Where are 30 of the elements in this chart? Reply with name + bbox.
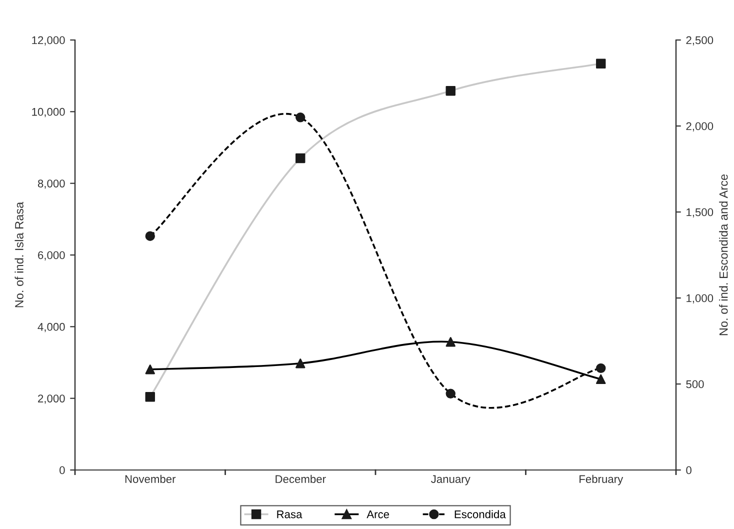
y2-tick-label: 500 bbox=[686, 380, 704, 388]
y-tick-label: 10,000 bbox=[32, 108, 65, 118]
point bbox=[296, 112, 306, 122]
y2-axis-title: No. of ind. Escondida and Arce bbox=[719, 174, 728, 336]
y-axis-title: No. of ind. Isla Rasa bbox=[14, 202, 24, 308]
y-tick-label: 0 bbox=[60, 466, 65, 474]
y2-tick-label: 2,500 bbox=[686, 36, 714, 46]
legend-label: Rasa bbox=[277, 510, 302, 518]
point bbox=[446, 337, 456, 347]
point bbox=[145, 364, 155, 374]
legend-label: Escondida bbox=[454, 510, 506, 518]
x-tick-label: January bbox=[431, 475, 470, 486]
y2-tick-label: 0 bbox=[686, 466, 692, 474]
point bbox=[145, 231, 155, 241]
y2-tick-label: 1,500 bbox=[686, 208, 714, 218]
y-tick-label: 8,000 bbox=[38, 180, 65, 189]
x-tick-label: February bbox=[580, 474, 624, 486]
y2-tick-label: 2,000 bbox=[686, 122, 714, 132]
y-tick-label: 6,000 bbox=[38, 251, 65, 260]
point bbox=[446, 388, 456, 398]
point bbox=[596, 374, 606, 384]
y2-tick-label: 1,000 bbox=[686, 294, 714, 304]
y-tick-label: 2,000 bbox=[38, 394, 65, 404]
y-tick-label: 12,000 bbox=[32, 36, 65, 46]
y-tick-label: 4,000 bbox=[38, 322, 65, 332]
x-tick-label: December bbox=[276, 474, 326, 484]
point bbox=[296, 358, 306, 368]
point bbox=[596, 363, 606, 374]
x-tick-label: November bbox=[125, 474, 176, 484]
legend-label: Arce bbox=[366, 510, 390, 518]
